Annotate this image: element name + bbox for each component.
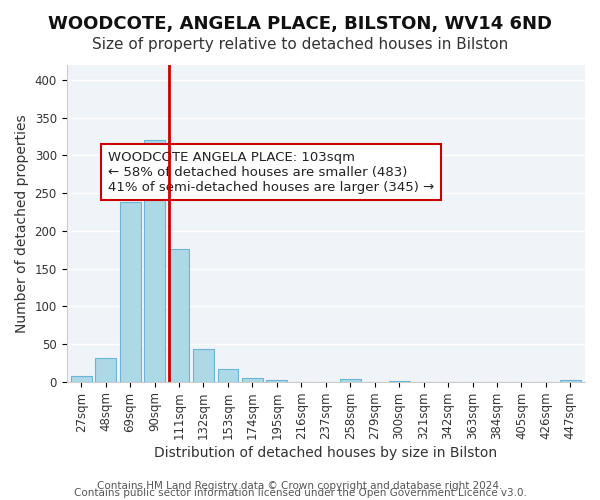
Bar xyxy=(95,358,116,382)
Bar xyxy=(193,348,214,382)
Bar xyxy=(169,249,190,382)
Bar xyxy=(242,378,263,382)
Text: WOODCOTE, ANGELA PLACE, BILSTON, WV14 6ND: WOODCOTE, ANGELA PLACE, BILSTON, WV14 6N… xyxy=(48,15,552,33)
Text: Size of property relative to detached houses in Bilston: Size of property relative to detached ho… xyxy=(92,38,508,52)
Bar xyxy=(560,380,581,382)
Bar xyxy=(120,202,140,382)
Bar xyxy=(71,376,92,382)
Bar xyxy=(144,140,165,382)
Text: Contains HM Land Registry data © Crown copyright and database right 2024.: Contains HM Land Registry data © Crown c… xyxy=(97,481,503,491)
Bar xyxy=(389,381,410,382)
Y-axis label: Number of detached properties: Number of detached properties xyxy=(15,114,29,332)
Bar xyxy=(266,380,287,382)
Text: WOODCOTE ANGELA PLACE: 103sqm
← 58% of detached houses are smaller (483)
41% of : WOODCOTE ANGELA PLACE: 103sqm ← 58% of d… xyxy=(108,150,434,194)
Text: Contains public sector information licensed under the Open Government Licence v3: Contains public sector information licen… xyxy=(74,488,526,498)
X-axis label: Distribution of detached houses by size in Bilston: Distribution of detached houses by size … xyxy=(154,446,497,460)
Bar xyxy=(340,380,361,382)
Bar xyxy=(218,369,238,382)
